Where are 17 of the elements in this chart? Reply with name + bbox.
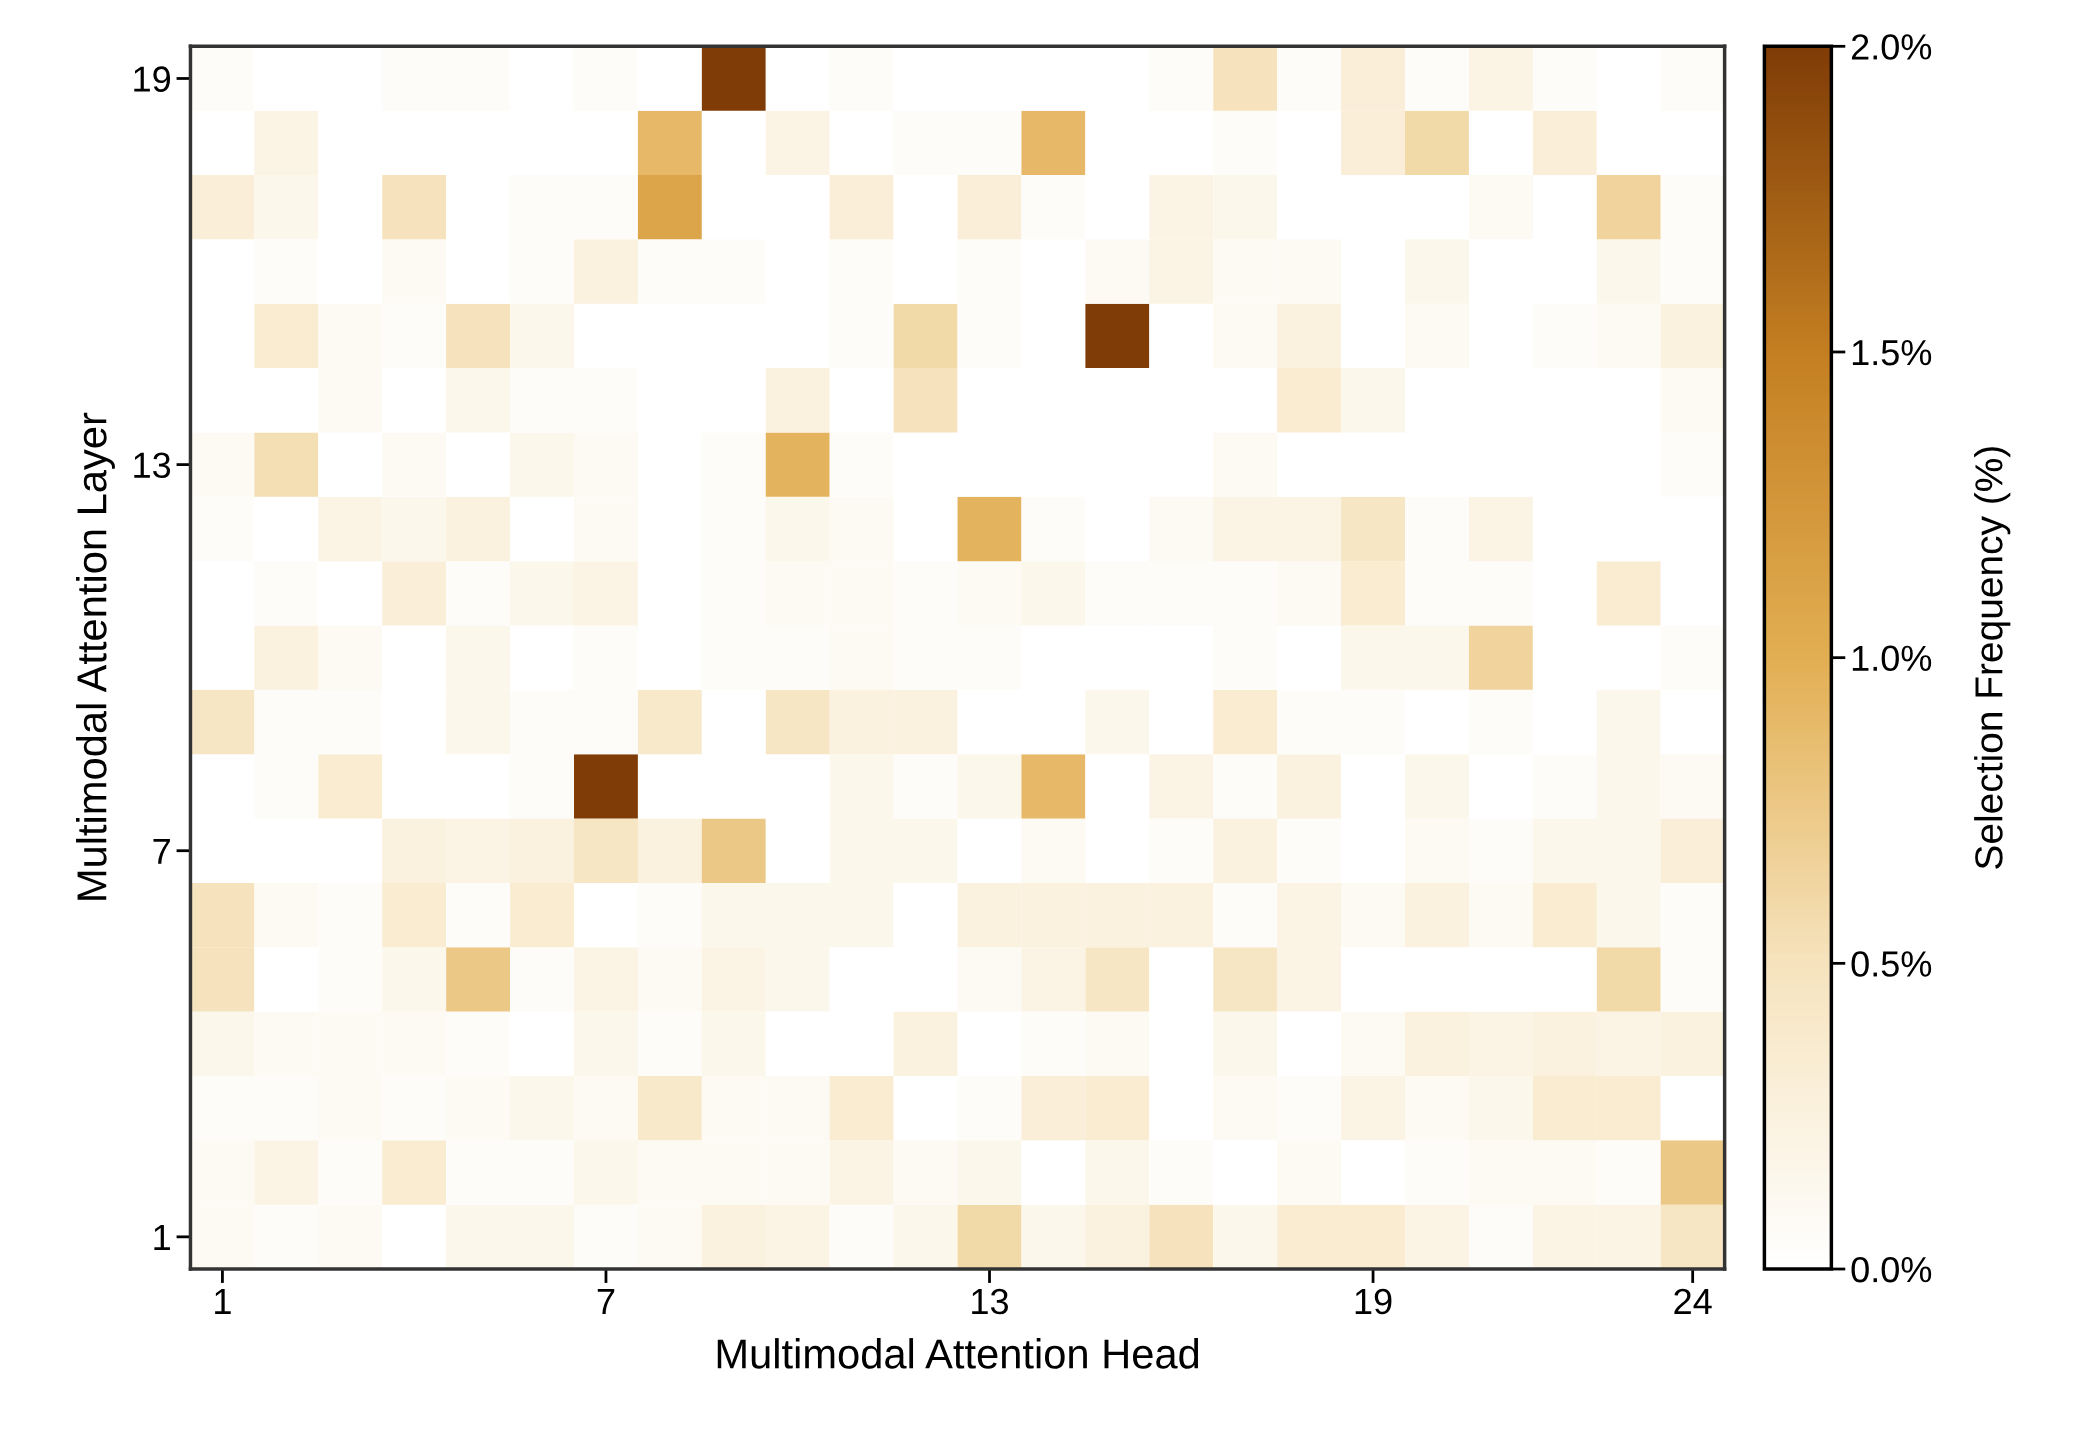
color-bar-title: Selection Frequency (%) xyxy=(1974,447,2011,869)
x-tick-label: 1 xyxy=(215,1289,231,1314)
color-bar-label: 2.0% xyxy=(1851,34,1932,60)
x-axis-title: Multimodal Attention Head xyxy=(717,1338,1199,1369)
x-tick-label: 7 xyxy=(597,1289,615,1314)
x-tick-label: 13 xyxy=(972,1288,1009,1315)
color-bar-label: 1.0% xyxy=(1852,645,1932,672)
y-axis-title: Multimodal Attention Layer xyxy=(76,412,115,900)
y-tick-label: 19 xyxy=(134,66,171,92)
color-bar-label: 0.0% xyxy=(1851,1256,1932,1283)
color-bar-label: 0.5% xyxy=(1851,951,1932,977)
x-tick-label: 24 xyxy=(1674,1288,1712,1314)
color-bar-label: 1.5% xyxy=(1852,340,1932,366)
y-tick-label: 7 xyxy=(153,838,170,864)
y-tick-label: 1 xyxy=(154,1225,170,1250)
y-tick-label: 13 xyxy=(134,452,171,479)
x-tick-label: 19 xyxy=(1355,1288,1392,1315)
